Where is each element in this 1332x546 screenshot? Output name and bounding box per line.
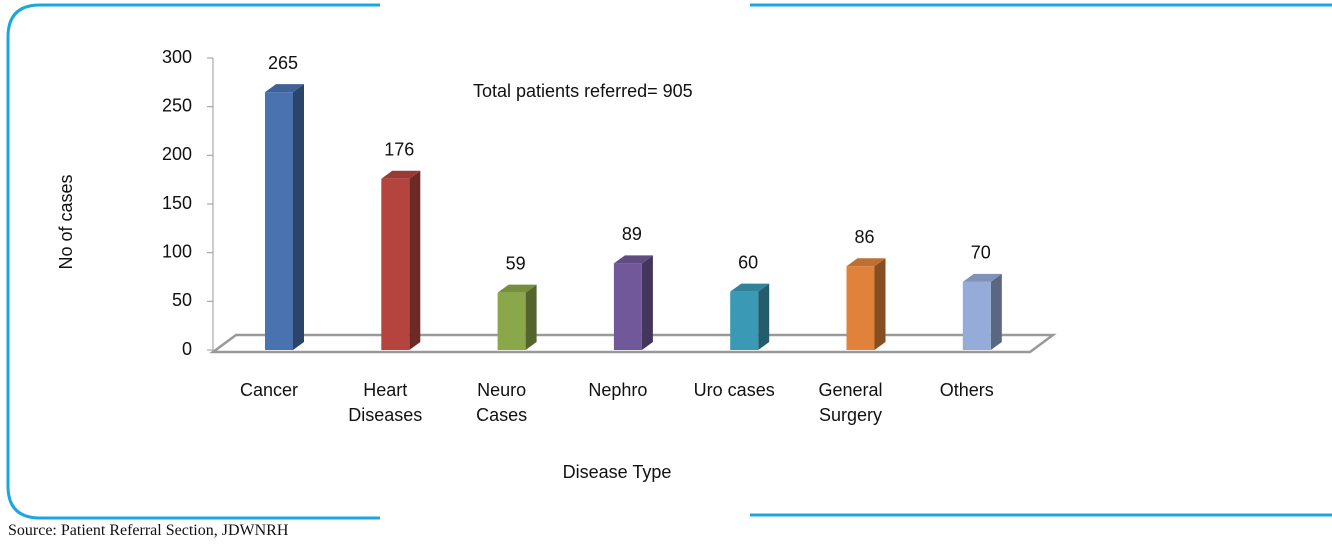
x-tick-label: Nephro [588, 380, 648, 400]
value-label: 60 [738, 252, 758, 272]
y-tick-label: 0 [182, 339, 192, 359]
y-tick-label: 250 [162, 95, 192, 115]
bar-side [409, 170, 421, 350]
bar [613, 255, 653, 350]
x-tick-label: Neuro Cases [476, 380, 528, 425]
x-tick-label: Others [939, 380, 994, 400]
x-tick-label: Heart Diseases [348, 380, 423, 425]
bar-front [730, 291, 759, 350]
annotation: Total patients referred= 905 [473, 81, 693, 101]
bar-front [846, 266, 875, 350]
value-label: 86 [854, 227, 874, 247]
x-tick-label: Cancer [239, 380, 299, 400]
bar-front [265, 92, 293, 351]
frame-left [6, 3, 380, 520]
value-label: 176 [384, 139, 414, 159]
bar [381, 170, 421, 350]
y-axis-title: No of cases [56, 174, 76, 269]
bar-top [381, 170, 421, 179]
bar-side [758, 283, 770, 350]
x-tick-label: Uro cases [693, 380, 775, 400]
bar [730, 283, 770, 350]
bar-top [846, 258, 886, 267]
bar-top [613, 255, 653, 264]
source: Source: Patient Referral Section, JDWNRH [8, 522, 289, 539]
y-tick-label: 100 [162, 241, 192, 261]
y-tick-label: 200 [162, 144, 192, 164]
bar-top [730, 283, 770, 292]
bar-side [525, 284, 537, 350]
bar-front [497, 292, 526, 350]
bar [962, 273, 1002, 350]
y-tick-label: 300 [162, 47, 192, 67]
bar-top [497, 284, 537, 293]
bar-side [641, 255, 653, 350]
value-label: 265 [268, 53, 298, 73]
y-tick-label: 150 [162, 193, 192, 213]
y-tick-label: 50 [172, 290, 192, 310]
bar-top [265, 84, 304, 93]
bar-side [874, 258, 886, 350]
bar-front [381, 178, 410, 350]
value-label: 89 [622, 224, 642, 244]
value-label: 59 [506, 253, 526, 273]
bar [497, 284, 537, 350]
bar-front [613, 263, 642, 350]
value-label: 70 [971, 243, 991, 263]
x-tick-label: General Surgery [818, 380, 883, 425]
frame-right [750, 3, 1332, 517]
bar-top [962, 273, 1002, 282]
bar-side [990, 273, 1002, 350]
x-axis-title: Disease Type [563, 462, 672, 482]
bar [846, 258, 886, 350]
bar [265, 84, 304, 351]
bar-side [293, 84, 304, 351]
bar-front [962, 281, 991, 350]
